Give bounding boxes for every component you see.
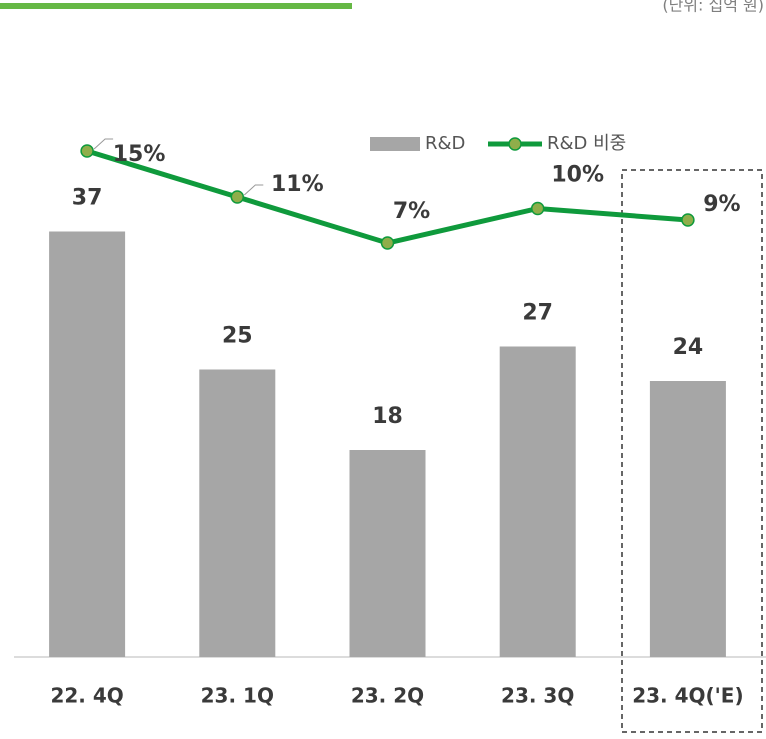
legend-swatch: [370, 137, 420, 151]
line-marker: [681, 213, 695, 227]
leader-line: [243, 184, 264, 196]
line-label: 9%: [703, 192, 740, 217]
leader-line: [93, 138, 114, 150]
line-marker: [230, 190, 245, 204]
bar: [199, 369, 276, 657]
legend-label: R&D: [425, 133, 465, 154]
line-label: 7%: [393, 199, 430, 224]
header-bar: [0, 3, 352, 9]
line-marker: [380, 236, 395, 250]
bar-label: 24: [673, 335, 704, 360]
x-tick-label: 23. 1Q: [201, 684, 274, 708]
unit-note: (단위: 십억 원): [662, 0, 764, 15]
x-tick-label: 22. 4Q: [50, 684, 123, 708]
bar: [649, 381, 726, 657]
bar-label: 25: [222, 324, 253, 349]
bar-label: 18: [372, 404, 403, 429]
bar: [49, 231, 126, 657]
x-tick-label: 23. 3Q: [501, 684, 574, 708]
bar: [499, 346, 576, 657]
line-marker: [530, 201, 545, 216]
bar: [349, 450, 426, 657]
bar-label: 27: [522, 301, 553, 326]
line-label: 11%: [271, 172, 324, 197]
legend-marker: [508, 137, 522, 151]
line-marker: [80, 144, 94, 158]
x-tick-label: 23. 4Q('E): [632, 684, 743, 708]
bar-label: 37: [72, 186, 103, 211]
line-label: 10%: [551, 163, 604, 188]
x-tick-label: 23. 2Q: [351, 684, 424, 708]
line-label: 15%: [113, 142, 166, 167]
legend-label: R&D 비중: [547, 133, 626, 154]
